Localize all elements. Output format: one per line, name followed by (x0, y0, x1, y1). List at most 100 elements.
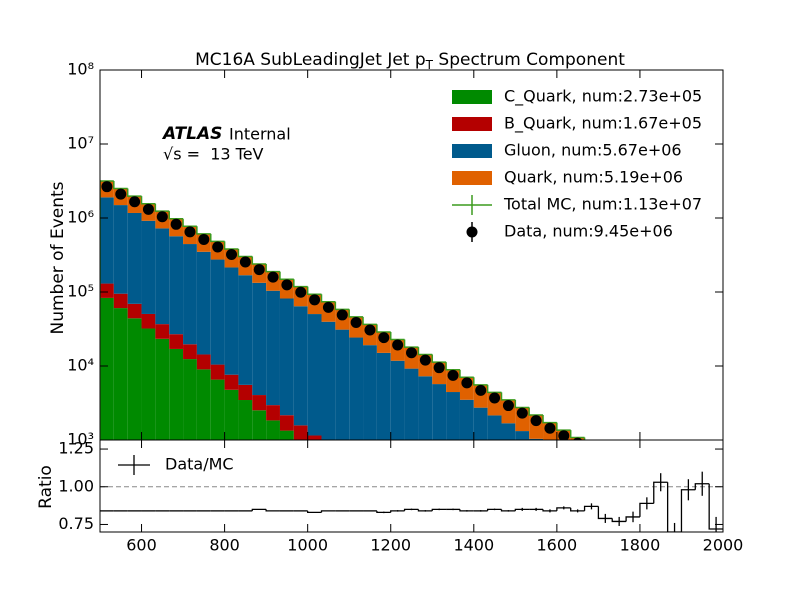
legend-label: Total MC, num:1.13e+07 (503, 195, 702, 214)
stack-segment (473, 407, 488, 440)
stack-segment (293, 306, 308, 426)
ratio-step (500, 509, 516, 512)
y-tick-label: 10⁷ (67, 134, 94, 153)
data-point (198, 233, 210, 245)
ratio-step (486, 508, 502, 511)
ratio-step (431, 508, 447, 511)
total-mc-step (223, 241, 239, 250)
ratio-step (639, 502, 654, 517)
data-point (447, 369, 459, 381)
data-point (558, 430, 570, 440)
data-point (101, 181, 113, 193)
data-point (253, 264, 265, 276)
stack-segment (252, 395, 267, 411)
data-point (364, 324, 376, 336)
total-mc-step (556, 422, 571, 431)
data-point (309, 294, 321, 306)
total-mc-step (500, 392, 516, 401)
stack-segment (515, 431, 530, 440)
legend-label: Data/MC (165, 455, 234, 474)
total-mc-step (514, 399, 530, 409)
stack-segment (127, 318, 142, 440)
total-mc-step (265, 263, 280, 273)
stack-segment (169, 236, 184, 335)
stack-segment (266, 405, 280, 421)
total-mc-step (334, 301, 350, 311)
total-mc-step (389, 331, 405, 341)
ratio-step (542, 509, 557, 512)
y-tick-label: 10³ (67, 430, 94, 449)
total-mc-step (320, 294, 336, 303)
stack-segment (418, 376, 433, 440)
ratio-step (653, 481, 668, 504)
total-mc-step (569, 430, 585, 439)
stack-segment (183, 344, 197, 360)
stack-segment (238, 384, 253, 401)
stack-segment (279, 298, 294, 416)
stack-segment (266, 290, 280, 406)
stack-segment (183, 244, 197, 345)
y-tick-label: 0.75 (58, 514, 94, 533)
y-tick-label: 10⁶ (67, 208, 94, 227)
stack-segment (224, 374, 239, 390)
stack-segment (363, 345, 377, 440)
total-mc-step (126, 188, 142, 197)
energy-label: √s = 13 TeV (163, 145, 264, 164)
data-point (419, 354, 431, 366)
total-mc-step (279, 271, 294, 280)
x-tick-label: 800 (209, 536, 240, 555)
data-point (475, 384, 487, 396)
total-mc-step (445, 362, 460, 371)
stack-segment (279, 415, 294, 431)
total-mc-step (348, 309, 364, 318)
ratio-step (597, 506, 613, 520)
stack-segment (224, 389, 239, 440)
data-point (392, 339, 404, 351)
stack-segment (252, 410, 267, 440)
data-point (156, 211, 168, 223)
data-point (516, 407, 528, 419)
legend-swatch (452, 90, 492, 104)
stack-segment (376, 352, 391, 440)
chart-title: MC16A SubLeadingJet Jet pT Spectrum Comp… (195, 50, 625, 72)
data-point (129, 196, 141, 208)
stack-segment (529, 438, 544, 440)
ratio-step (265, 509, 280, 512)
stack-segment (196, 369, 211, 440)
stack-segment (141, 328, 156, 440)
data-point (322, 301, 334, 313)
total-mc-step (196, 226, 211, 235)
data-point (170, 218, 182, 230)
data-point (544, 422, 556, 434)
ratio-step (390, 510, 405, 513)
legend-swatch (452, 171, 492, 185)
stack-segment (210, 259, 225, 365)
stack-segment (141, 220, 156, 314)
data-point (406, 347, 417, 359)
stack-segment (321, 321, 336, 440)
ratio-step (583, 505, 599, 511)
stack-segment (113, 308, 128, 440)
data-point (350, 317, 362, 329)
stack-segment (210, 364, 225, 380)
stack-segment (446, 392, 460, 440)
ratio-step (320, 510, 336, 513)
stack-segment (196, 354, 211, 370)
stack-segment (307, 435, 322, 440)
stack-segment (127, 212, 142, 304)
stack-segment (113, 205, 128, 294)
ratio-step (459, 509, 474, 512)
y-tick-label: 10⁴ (67, 356, 94, 375)
data-point (489, 392, 501, 404)
y-tick-label: 1.25 (58, 439, 94, 458)
legend-label: Quark, num:5.19e+06 (504, 168, 683, 187)
status-label: Internal (229, 125, 291, 144)
total-mc-step (154, 203, 170, 212)
total-mc-step (237, 248, 253, 258)
stack-segment (238, 400, 253, 440)
stack-segment (100, 283, 114, 298)
total-mc-step (542, 414, 557, 424)
x-tick-label: 600 (126, 536, 157, 555)
y-tick-label: 10⁵ (67, 282, 94, 301)
